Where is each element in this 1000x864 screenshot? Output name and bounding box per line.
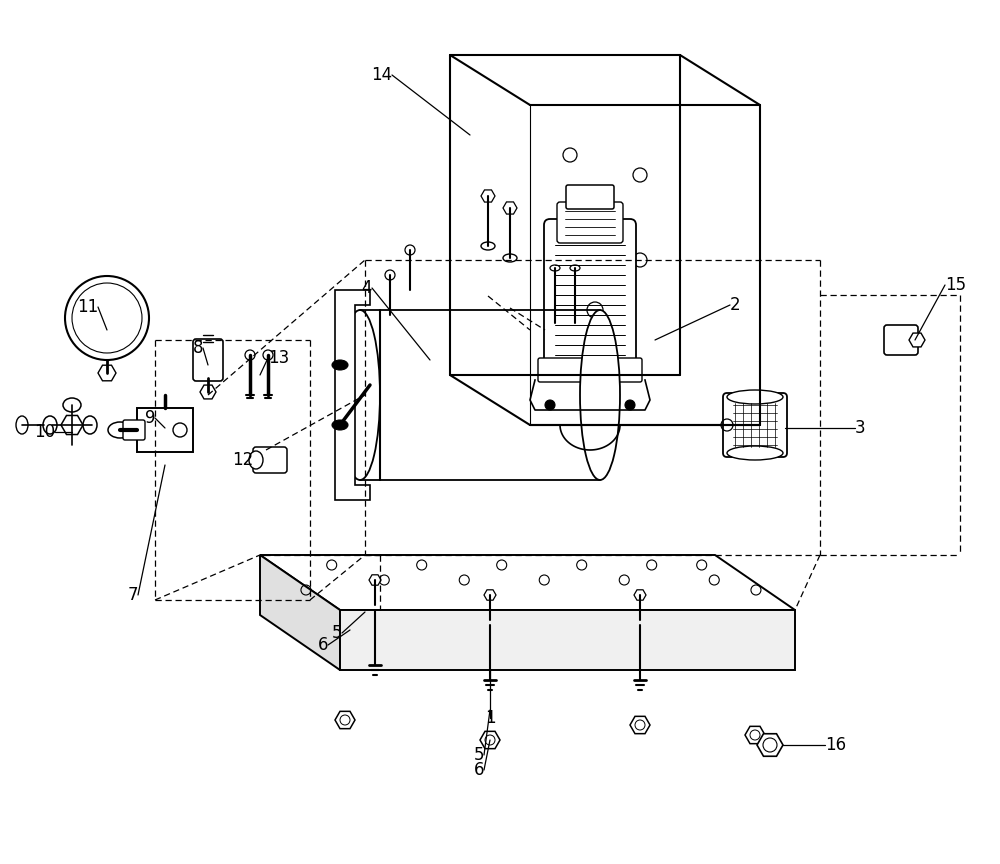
Ellipse shape: [332, 360, 348, 370]
Polygon shape: [630, 716, 650, 734]
Ellipse shape: [503, 254, 517, 262]
Circle shape: [585, 420, 595, 430]
Polygon shape: [335, 290, 370, 500]
Text: 6: 6: [474, 761, 484, 779]
FancyBboxPatch shape: [557, 202, 623, 243]
Text: 15: 15: [945, 276, 966, 294]
Ellipse shape: [249, 451, 263, 469]
Text: 7: 7: [128, 586, 138, 604]
Ellipse shape: [481, 242, 495, 250]
Circle shape: [625, 400, 635, 410]
Ellipse shape: [727, 390, 783, 404]
Text: 11: 11: [77, 298, 98, 316]
Ellipse shape: [16, 416, 28, 434]
Polygon shape: [745, 727, 765, 744]
Text: 2: 2: [730, 296, 741, 314]
Polygon shape: [98, 365, 116, 381]
FancyBboxPatch shape: [723, 393, 787, 457]
Text: 1: 1: [485, 709, 495, 727]
FancyBboxPatch shape: [884, 325, 918, 355]
Polygon shape: [200, 385, 216, 399]
Text: 3: 3: [855, 419, 866, 437]
Text: 12: 12: [232, 451, 253, 469]
Polygon shape: [481, 190, 495, 202]
Ellipse shape: [727, 446, 783, 460]
Text: 14: 14: [371, 66, 392, 84]
FancyBboxPatch shape: [193, 339, 223, 381]
Text: 6: 6: [318, 636, 328, 654]
Polygon shape: [484, 590, 496, 600]
Polygon shape: [61, 416, 83, 435]
Text: 16: 16: [825, 736, 846, 754]
FancyBboxPatch shape: [137, 408, 193, 452]
Text: 10: 10: [34, 423, 55, 441]
Circle shape: [65, 276, 149, 360]
Ellipse shape: [43, 416, 57, 434]
FancyBboxPatch shape: [253, 447, 287, 473]
Circle shape: [72, 283, 142, 353]
Ellipse shape: [83, 416, 97, 434]
Ellipse shape: [63, 398, 81, 412]
Polygon shape: [369, 575, 381, 585]
Ellipse shape: [550, 265, 560, 271]
Text: 13: 13: [268, 349, 289, 367]
Text: 5: 5: [474, 746, 484, 764]
Polygon shape: [503, 202, 517, 214]
Text: 9: 9: [144, 409, 155, 427]
Ellipse shape: [340, 310, 380, 480]
Ellipse shape: [332, 420, 348, 430]
FancyBboxPatch shape: [566, 185, 614, 209]
Polygon shape: [340, 610, 795, 670]
Text: 5: 5: [332, 624, 342, 642]
Text: 8: 8: [192, 339, 203, 357]
Ellipse shape: [580, 310, 620, 480]
FancyBboxPatch shape: [544, 219, 636, 371]
Polygon shape: [335, 711, 355, 728]
Polygon shape: [634, 590, 646, 600]
FancyBboxPatch shape: [123, 420, 145, 440]
Polygon shape: [260, 555, 795, 610]
Polygon shape: [757, 734, 783, 756]
FancyBboxPatch shape: [538, 358, 642, 382]
Ellipse shape: [570, 265, 580, 271]
Text: 4: 4: [362, 279, 372, 297]
Polygon shape: [480, 731, 500, 749]
Polygon shape: [909, 333, 925, 347]
Polygon shape: [260, 555, 340, 670]
Circle shape: [545, 400, 555, 410]
Ellipse shape: [108, 422, 132, 438]
